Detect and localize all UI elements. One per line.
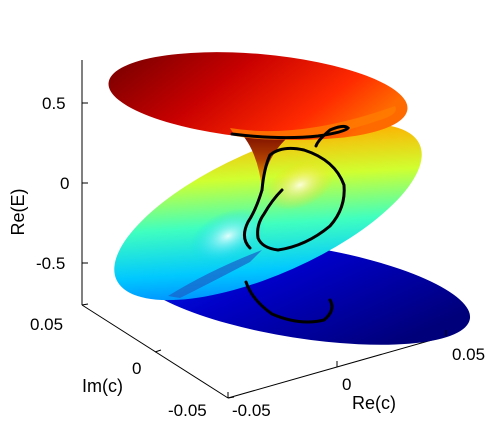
z-axis-label: Re(E) bbox=[8, 188, 28, 235]
curve-bottom-loop bbox=[244, 280, 334, 324]
z-ticks: 0.5 0 -0.5 bbox=[36, 94, 88, 273]
middle-dark-fold bbox=[168, 250, 262, 298]
z-tick-label-2: -0.5 bbox=[36, 254, 65, 273]
middle-sheet bbox=[114, 123, 422, 301]
z-tick-label-0: 0.5 bbox=[42, 94, 66, 113]
curve-middle-stem bbox=[243, 188, 264, 250]
z-tick-label-1: 0 bbox=[60, 174, 69, 193]
top-sheet-underside bbox=[230, 106, 396, 140]
x-tick-label-0: -0.05 bbox=[232, 401, 271, 420]
y-ticks: -0.05 0 0.05 bbox=[30, 303, 235, 420]
y-tick-mark-1 bbox=[154, 349, 162, 353]
x-axis-label: Re(c) bbox=[352, 393, 396, 413]
surface-sheets bbox=[108, 52, 471, 345]
x-tick-label-1: 0 bbox=[342, 375, 351, 394]
eigen-curve bbox=[230, 124, 350, 324]
curve-top-loop bbox=[230, 124, 350, 148]
curve-middle-loop bbox=[256, 146, 346, 252]
y-tick-label-2: 0.05 bbox=[30, 315, 63, 334]
y-tick-label-0: -0.05 bbox=[168, 401, 207, 420]
y-tick-label-1: 0 bbox=[132, 359, 141, 378]
y-tick-mark-2 bbox=[227, 396, 235, 399]
middle-highlight-right bbox=[265, 160, 335, 210]
y-tick-mark-0 bbox=[81, 303, 89, 306]
y-axis-label: Im(c) bbox=[82, 376, 123, 396]
top-sheet bbox=[108, 52, 408, 140]
x-tick-label-2: 0.05 bbox=[452, 345, 485, 364]
x-ticks: -0.05 0 0.05 bbox=[227, 330, 485, 420]
